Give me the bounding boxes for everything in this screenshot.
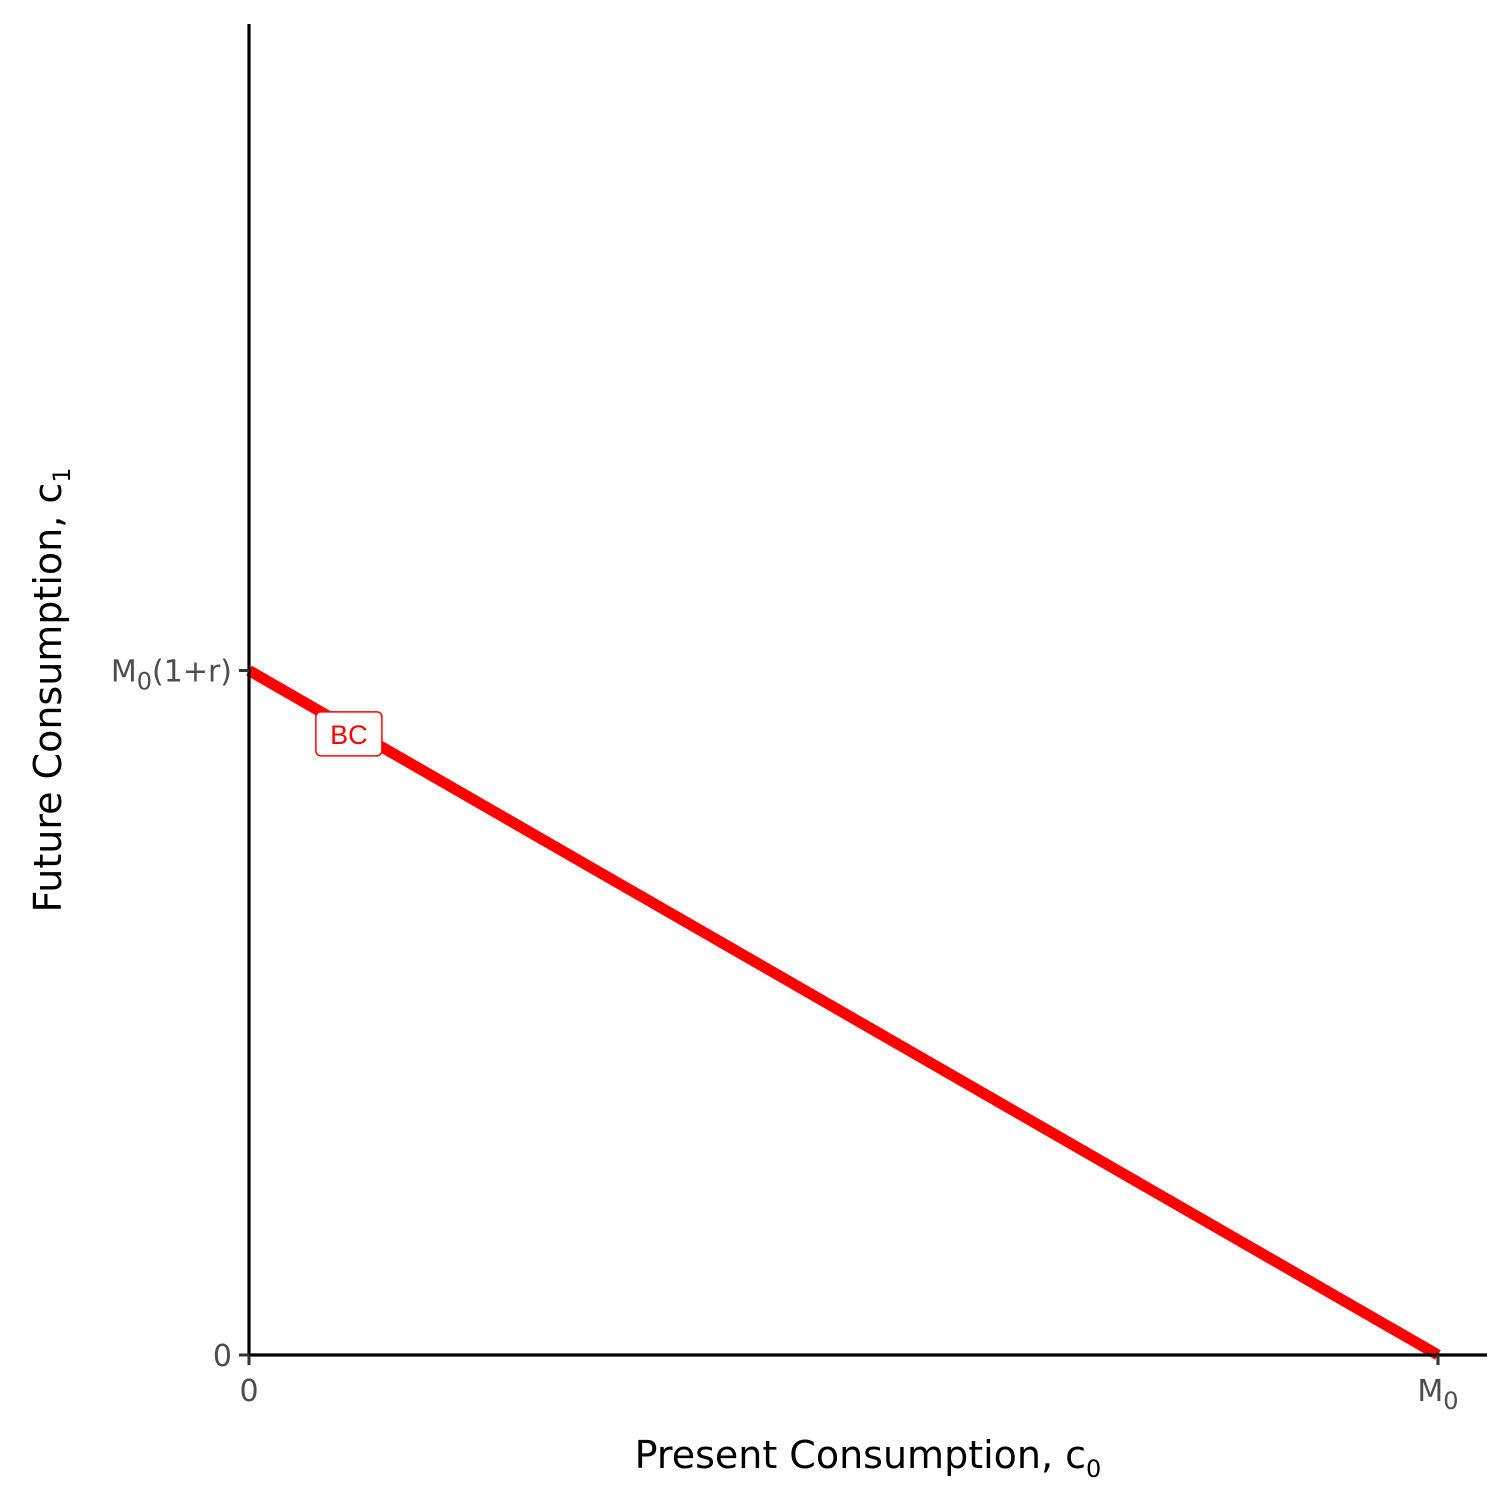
series-line-bc [246, 665, 1441, 1360]
label-box [315, 711, 383, 757]
axes-layer [247, 24, 1487, 1357]
y-tick-label-0: 0 [213, 1339, 232, 1374]
y-axis-title: Future Consumption, c1 [26, 467, 76, 912]
x-axis-title: Present Consumption, c0 [635, 1433, 1102, 1483]
y-tick-label-1: M0(1+r) [111, 654, 232, 695]
y-axis-title-main: Future Consumption, c [26, 483, 70, 913]
label-bc: BC [315, 711, 383, 757]
y-axis-title-subscript: 1 [48, 467, 76, 482]
x-axis-title-main: Present Consumption, c [635, 1433, 1086, 1477]
x-tick-label-1: M0 [1417, 1374, 1458, 1415]
series-layer [246, 665, 1441, 1360]
annotation-layer: BC [315, 711, 383, 757]
x-tick-label-0: 0 [239, 1374, 258, 1409]
ticks-layer: 0 M0 0 M0(1+r) [111, 654, 1459, 1415]
x-axis-title-subscript: 0 [1086, 1455, 1101, 1483]
label-text: BC [330, 720, 368, 750]
